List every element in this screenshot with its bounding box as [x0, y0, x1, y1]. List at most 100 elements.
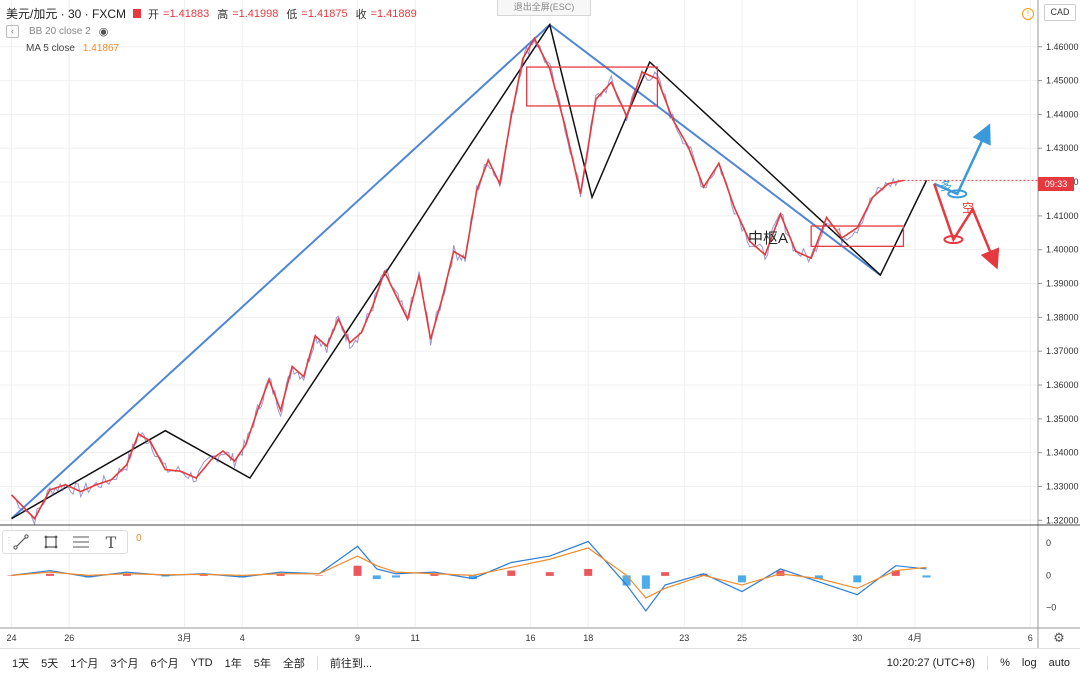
macd-bar-1: [45, 573, 54, 576]
forecast-arrows: [933, 123, 1000, 270]
alert-icon[interactable]: !: [1022, 8, 1034, 20]
range-1y-button[interactable]: 1年: [224, 657, 242, 670]
center-a-label: 中枢A: [748, 230, 789, 247]
long-label: 多: [940, 179, 953, 193]
y-tick-label-1: 1.45000: [1046, 76, 1079, 86]
x-tick-label-0: 24: [7, 633, 17, 643]
macd-value: 0: [136, 533, 142, 544]
macd-bar-5: [199, 574, 208, 576]
macd-tick-label-1: 0: [1046, 570, 1051, 580]
range-1d-button[interactable]: 1天: [12, 657, 30, 670]
x-axis[interactable]: 24 26 3月 4 9 11 16 18 23 25 30 4月 6 ⚙: [0, 627, 1080, 645]
price-series: [10, 36, 1038, 527]
open-value: =1.41883: [163, 7, 210, 20]
x-tick-label-6: 16: [526, 633, 536, 643]
close-label: 收: [355, 8, 367, 21]
y-axis[interactable]: 1.460001.450001.440001.430001.420001.410…: [0, 0, 1080, 648]
high-value: =1.41998: [232, 7, 279, 20]
x-tick-label-3: 4: [240, 633, 245, 643]
macd-bar-15: [545, 572, 554, 576]
y-tick-label-3: 1.43000: [1046, 143, 1079, 153]
bottom-bar: 1天 5天 1个月 3个月 6个月 YTD 1年 5年 全部 前往到... 10…: [0, 648, 1080, 676]
low-value: =1.41875: [301, 7, 348, 20]
x-tick-label-11: 4月: [908, 633, 922, 643]
range-all-button[interactable]: 全部: [282, 657, 305, 670]
eye-icon[interactable]: ◉: [98, 26, 109, 38]
rectangle-tool-icon[interactable]: [41, 532, 61, 552]
trend-line-tool-icon[interactable]: [11, 532, 31, 552]
macd-bar-3: [122, 573, 131, 576]
macd-tick-label-2: −0: [1046, 603, 1056, 613]
macd-bar-18: [641, 575, 650, 589]
exit-fullscreen-button[interactable]: 退出全屏(ESC): [497, 0, 591, 16]
range-5y-button[interactable]: 5年: [253, 657, 271, 670]
range-6m-button[interactable]: 6个月: [150, 657, 179, 670]
fib-tool-icon[interactable]: [71, 532, 91, 552]
macd-bar-10: [372, 575, 381, 580]
low-label: 低: [286, 8, 298, 21]
macd-bar-11: [391, 575, 400, 578]
y-tick-label-5: 1.41000: [1046, 211, 1079, 221]
price-line: [10, 36, 904, 520]
macd-bar-16: [584, 568, 593, 576]
price-chart[interactable]: 1.460001.450001.440001.430001.420001.410…: [0, 0, 1080, 648]
macd-bar-9: [353, 565, 362, 576]
macd-bar-26: [922, 575, 931, 578]
price-jitter-line: [11, 39, 902, 527]
percent-toggle[interactable]: %: [1000, 656, 1010, 669]
settings-gear-icon[interactable]: ⚙: [1053, 630, 1065, 645]
range-ytd-button[interactable]: YTD: [190, 656, 213, 669]
collapse-chevron-icon[interactable]: ‹: [6, 25, 19, 38]
legend-symbol-row: 美元/加元 · 30 · FXCM 开 =1.41883 高 =1.41998 低 =…: [6, 5, 421, 22]
bottom-separator: [316, 655, 318, 670]
grid-lines: [0, 0, 1038, 627]
macd-tick-label-0: 0: [1046, 538, 1051, 548]
y-tick-label-14: 1.32000: [1046, 515, 1079, 525]
drawing-toolbar: ⋮ T: [2, 530, 128, 554]
drag-handle-icon[interactable]: ⋮: [5, 536, 13, 545]
range-5d-button[interactable]: 5天: [41, 657, 59, 670]
short-label: 空: [962, 201, 975, 215]
forecast-circle-0: [947, 189, 968, 199]
symbol-label[interactable]: 美元/加元 · 30 · FXCM: [6, 7, 127, 21]
range-3m-button[interactable]: 3个月: [110, 657, 139, 670]
y-tick-label-6: 1.40000: [1046, 245, 1079, 255]
x-tick-label-4: 9: [355, 633, 360, 643]
stroke-line-1: [11, 22, 928, 520]
y-tick-label-2: 1.44000: [1046, 109, 1079, 119]
text-tool-icon[interactable]: T: [105, 532, 117, 552]
y-tick-label-9: 1.37000: [1046, 346, 1079, 356]
log-toggle[interactable]: log: [1021, 656, 1037, 669]
macd-bar-8: [315, 575, 324, 576]
x-tick-label-9: 25: [737, 633, 747, 643]
last-price-tag: 09:33: [1038, 177, 1074, 191]
legend-bb-row[interactable]: ‹ BB 20 close 2 ◉: [6, 25, 108, 38]
macd-bar-17: [622, 575, 631, 586]
y-tick-label-8: 1.38000: [1046, 312, 1079, 322]
goto-button[interactable]: 前往到...: [329, 657, 373, 670]
forecast-circle-1: [943, 235, 964, 245]
open-label: 开: [148, 8, 160, 21]
x-tick-label-2: 3月: [178, 633, 192, 643]
x-tick-label-10: 30: [852, 633, 862, 643]
clock-readout[interactable]: 10:20:27 (UTC+8): [886, 656, 976, 669]
ma-indicator-label[interactable]: MA 5 close: [26, 43, 75, 54]
range-1m-button[interactable]: 1个月: [70, 657, 99, 670]
macd-panel: 0 0 −0: [7, 538, 1056, 613]
currency-badge[interactable]: CAD: [1044, 4, 1076, 21]
chart-style-icon[interactable]: [133, 9, 142, 18]
x-tick-label-1: 26: [64, 633, 74, 643]
legend-ma-row[interactable]: MA 5 close 1.41867: [26, 43, 119, 54]
y-tick-label-7: 1.39000: [1046, 279, 1079, 289]
bb-indicator-label[interactable]: BB 20 close 2: [29, 26, 91, 37]
macd-bar-0: [7, 575, 16, 576]
ma-value: 1.41867: [82, 43, 120, 54]
auto-toggle[interactable]: auto: [1048, 656, 1070, 669]
macd-bar-12: [430, 573, 439, 576]
x-tick-label-7: 18: [583, 633, 593, 643]
high-label: 高: [217, 8, 229, 21]
chart-background: [0, 0, 1080, 648]
macd-bar-24: [853, 575, 862, 583]
macd-bar-13: [468, 575, 477, 580]
x-tick-label-12: 6: [1028, 633, 1033, 643]
